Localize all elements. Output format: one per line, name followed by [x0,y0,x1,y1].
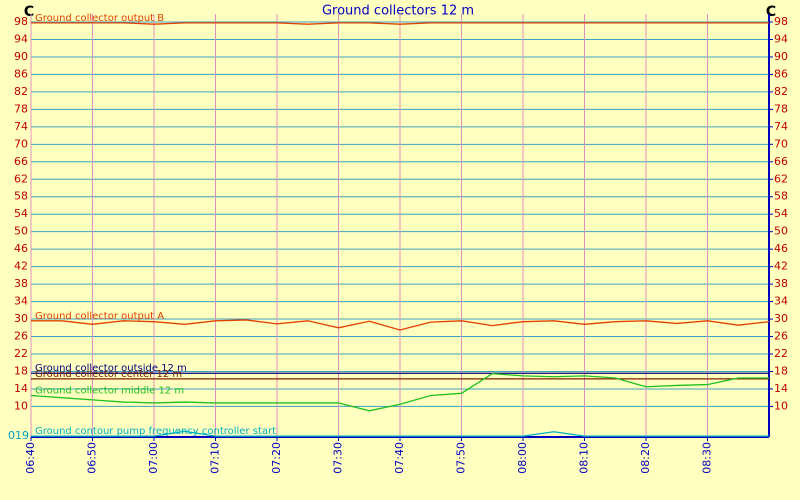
y-tick-label: 54 [14,207,28,220]
x-tick-label: 08:30 [701,442,714,474]
series-label: Ground collector middle 12 m [35,386,184,397]
series-label: Ground contour pump frequency controller… [35,426,276,437]
y-tick-label: 18 [14,364,28,377]
x-tick-label: 07:30 [332,442,345,474]
y-tick-label: 22 [14,347,28,360]
y-tick-label: 66 [774,155,788,168]
y-tick-label: 66 [14,155,28,168]
y-tick-label: 86 [774,67,788,80]
y-tick-label: 46 [774,242,788,255]
y-tick-label: 26 [14,330,28,343]
y-tick-label: 74 [774,120,788,133]
y-tick-label: 70 [774,137,788,150]
y-tick-label: 30 [14,312,28,325]
x-tick-label: 08:10 [578,442,591,474]
x-tick-label: 06:40 [24,442,37,474]
y-unit: C [24,4,34,20]
series-line [31,319,770,331]
y-tick-label: 90 [14,50,28,63]
y-tick-label: 50 [774,225,788,238]
x-tick-label: 07:50 [455,442,468,474]
y-tick-label: 98 [774,15,788,28]
y-tick-label: 86 [14,67,28,80]
y-tick-label: 30 [774,312,788,325]
y-tick-label: 62 [774,172,788,185]
annotation: 019 [8,429,29,442]
y-tick-label: 22 [774,347,788,360]
series-line [31,430,769,437]
y-tick-label: 14 [14,382,28,395]
series-label: Ground collector outside 12 m [35,363,187,374]
y-tick-label: 58 [14,190,28,203]
chart-title: Ground collectors 12 m [322,4,474,19]
series-label: Ground collector output A [35,311,164,322]
series-line [30,372,769,412]
y-tick-label: 82 [14,85,28,98]
y-tick-label: 62 [14,172,28,185]
y-tick-label: 98 [14,15,28,28]
y-tick-label: 58 [774,190,788,203]
y-tick-label: 90 [774,50,788,63]
y-tick-label: 38 [774,277,788,290]
x-tick-label: 07:10 [209,442,222,474]
y-tick-label: 70 [14,137,28,150]
y-tick-label: 34 [774,295,788,308]
y-tick-label: 14 [774,382,788,395]
y-tick-label: 18 [774,364,788,377]
y-tick-label: 34 [14,295,28,308]
y-tick-label: 42 [774,260,788,273]
y-unit: C [766,4,776,20]
y-tick-label: 10 [14,399,28,412]
x-tick-label: 07:20 [270,442,283,474]
y-tick-label: 42 [14,260,28,273]
y-tick-label: 94 [774,32,788,45]
y-tick-label: 78 [14,102,28,115]
y-tick-label: 54 [774,207,788,220]
x-tick-label: 08:00 [516,442,529,474]
x-tick-label: 07:40 [393,442,406,474]
y-tick-label: 78 [774,102,788,115]
y-tick-label: 94 [14,32,28,45]
y-tick-label: 74 [14,120,28,133]
y-tick-label: 26 [774,330,788,343]
series-line [31,22,769,25]
x-tick-label: 07:00 [147,442,160,474]
y-tick-label: 46 [14,242,28,255]
series-label: Ground collector center 12 m [35,369,182,380]
x-tick-label: 08:20 [639,442,652,474]
y-tick-label: 38 [14,277,28,290]
y-tick-label: 50 [14,225,28,238]
series-label: Ground collector output B [35,13,164,24]
y-tick-label: 10 [774,399,788,412]
x-tick-label: 06:50 [86,442,99,474]
y-tick-label: 82 [774,85,788,98]
